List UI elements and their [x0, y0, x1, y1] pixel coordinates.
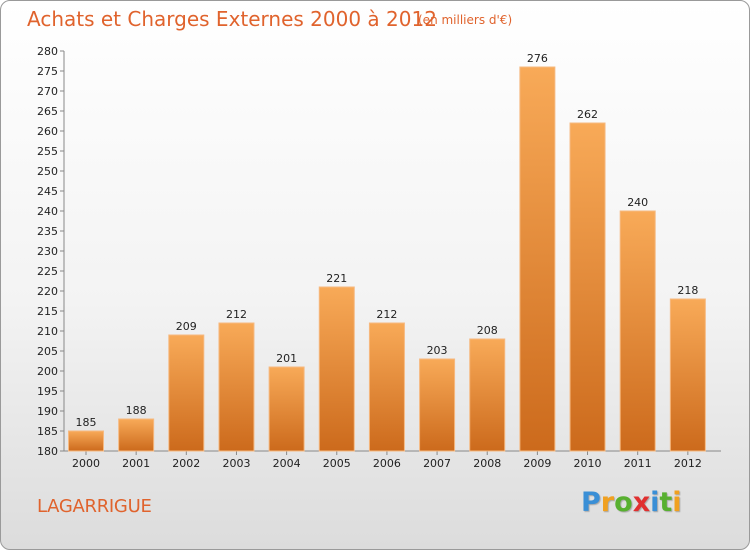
bar-value-label: 212: [226, 308, 247, 321]
y-axis: 180 185 190 195 200 205 210 215 220 225 230 235 240 2…: [37, 45, 65, 458]
bar-2012: [669, 298, 706, 452]
x-tick-label: 2004: [273, 457, 301, 470]
bar-2011: [619, 210, 656, 452]
y-tick-label: 190: [37, 405, 58, 418]
x-tick-label: 2010: [574, 457, 602, 470]
bar-value-label: 212: [376, 308, 397, 321]
y-tick-label: 280: [37, 45, 58, 58]
x-tick-label: 2009: [523, 457, 551, 470]
y-tick-label: 215: [37, 305, 58, 318]
bar-2008: [469, 338, 506, 452]
bar-2007: [419, 358, 456, 452]
y-tick-label: 205: [37, 345, 58, 358]
bar-2009: [519, 66, 556, 452]
y-tick-label: 255: [37, 145, 58, 158]
y-tick-label: 185: [37, 425, 58, 438]
y-tick-label: 260: [37, 125, 58, 138]
y-tick-label: 240: [37, 205, 58, 218]
bar-value-label: 218: [677, 284, 698, 297]
x-tick-label: 2011: [624, 457, 652, 470]
x-axis: 2000 2001 2002 2003 2004 2005 2006 2007 2008 2009…: [64, 450, 721, 470]
x-tick-label: 2007: [423, 457, 451, 470]
y-tick-label: 270: [37, 85, 58, 98]
x-tick-label: 2012: [674, 457, 702, 470]
proxiti-logo: Proxiti: [581, 487, 682, 518]
logo-letter: r: [600, 487, 615, 518]
y-tick-label: 220: [37, 285, 58, 298]
bar-2010: [569, 122, 606, 452]
y-tick-label: 195: [37, 385, 58, 398]
y-tick-label: 275: [37, 65, 58, 78]
x-tick-label: 2001: [122, 457, 150, 470]
bar-value-label: 262: [577, 108, 598, 121]
bar-value-label: 185: [76, 416, 97, 429]
logo-letter: i: [672, 487, 682, 518]
bar-value-label: 276: [527, 52, 548, 65]
bar-value-label: 221: [326, 272, 347, 285]
x-tick-label: 2000: [72, 457, 100, 470]
x-tick-label: 2008: [473, 457, 501, 470]
y-tick-label: 180: [37, 445, 58, 458]
bar-2003: [218, 322, 255, 452]
x-tick-label: 2003: [222, 457, 250, 470]
chart-title: Achats et Charges Externes 2000 à 2012: [27, 7, 437, 31]
logo-letter: t: [659, 487, 673, 518]
logo-letter: P: [581, 487, 601, 518]
y-tick-label: 235: [37, 225, 58, 238]
bar-2002: [168, 334, 205, 452]
bar-2000: [68, 430, 104, 452]
chart-subtitle: (en milliers d'€): [418, 13, 513, 27]
bar-value-label: 209: [176, 320, 197, 333]
y-tick-label: 200: [37, 365, 58, 378]
bar-2001: [118, 418, 155, 452]
bar-2005: [318, 286, 355, 452]
y-tick-label: 225: [37, 265, 58, 278]
x-tick-label: 2006: [373, 457, 401, 470]
logo-letter: i: [650, 487, 660, 518]
y-tick-label: 230: [37, 245, 58, 258]
y-tick-label: 250: [37, 165, 58, 178]
x-tick-label: 2002: [172, 457, 200, 470]
x-tick-label: 2005: [323, 457, 351, 470]
y-tick-label: 210: [37, 325, 58, 338]
commune-name: LAGARRIGUE: [37, 496, 152, 517]
logo-letter: x: [632, 487, 651, 518]
bar-2006: [368, 322, 405, 452]
logo-letter: o: [614, 487, 633, 518]
y-tick-label: 245: [37, 185, 58, 198]
y-tick-label: 265: [37, 105, 58, 118]
bar-value-label: 188: [126, 404, 147, 417]
bar-value-label: 201: [276, 352, 297, 365]
bar-2004: [268, 366, 305, 452]
bar-value-label: 203: [427, 344, 448, 357]
bar-value-label: 240: [627, 196, 648, 209]
bars: 185 188 209 212 201 221 212 203 208 276 262 240 218: [68, 52, 706, 452]
bar-value-label: 208: [477, 324, 498, 337]
